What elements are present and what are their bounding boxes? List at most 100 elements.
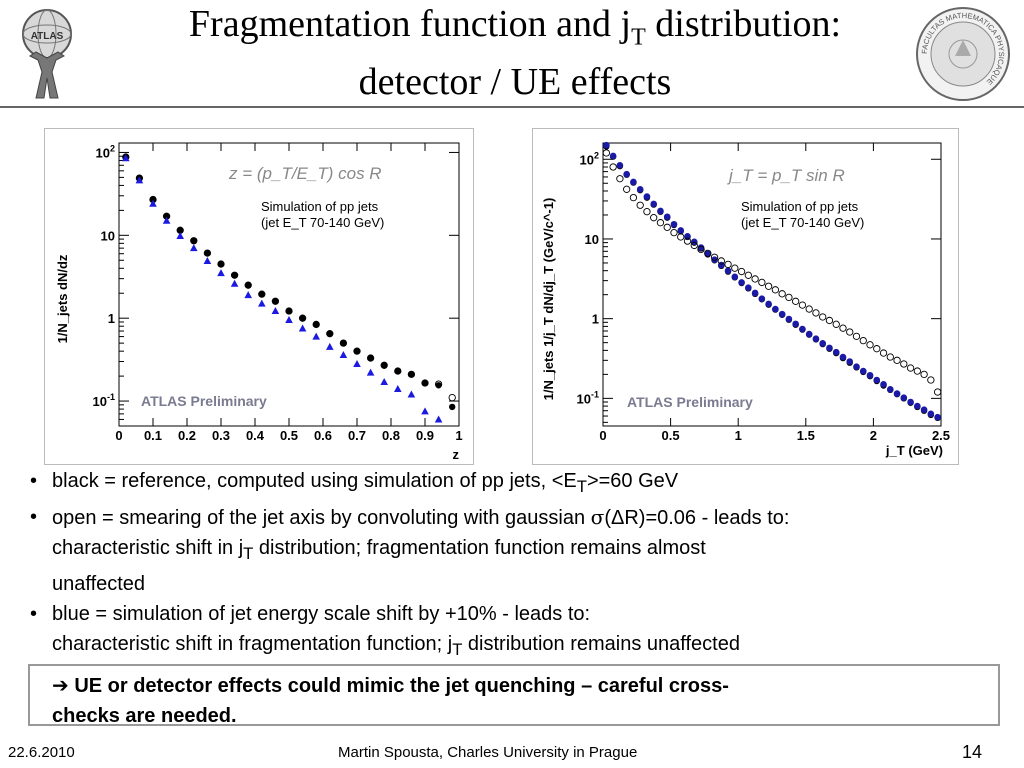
data-point-black: [231, 272, 238, 279]
data-point-blue: [887, 385, 894, 393]
data-point-blue: [630, 178, 637, 186]
data-point-open: [866, 341, 874, 349]
x-tick-label: 0.2: [178, 428, 196, 443]
data-point-blue: [609, 152, 617, 160]
data-point-open: [380, 361, 388, 369]
formula-label: z = (p_T/E_T) cos R: [228, 164, 382, 183]
x-tick-label: 0: [115, 428, 122, 443]
data-point-black: [190, 237, 197, 244]
data-point-open: [846, 328, 854, 336]
data-point-blue: [785, 315, 793, 323]
data-point-black: [245, 282, 252, 289]
data-point-blue-triangle: [366, 368, 375, 376]
data-point-open: [710, 253, 719, 261]
data-point-blue-triangle: [394, 384, 402, 392]
data-point-black: [313, 321, 320, 328]
x-tick-label: 1.5: [797, 428, 815, 443]
y-axis-label: 1/N_jets 1/j_T dN/dj_T (GeV/c^-1): [541, 198, 556, 401]
annotation-line-2: (jet E_T 70-140 GeV): [261, 215, 384, 230]
data-point-blue: [765, 300, 772, 308]
data-point-open: [690, 241, 698, 250]
data-point-open: [190, 237, 198, 245]
data-point-open: [366, 354, 375, 362]
data-point-blue-triangle: [271, 307, 280, 315]
plot-frame: [602, 142, 942, 427]
data-point-open: [312, 320, 320, 329]
data-point-open: [670, 229, 678, 237]
data-point-open: [203, 249, 212, 257]
data-point-blue-triangle: [162, 216, 171, 224]
data-point-open: [602, 149, 611, 157]
data-point-blue: [792, 320, 799, 328]
data-point-open: [697, 245, 705, 254]
annotation-line-1: Simulation of pp jets: [261, 199, 379, 214]
data-point-open: [744, 271, 752, 279]
x-tick-label: 0.7: [348, 428, 366, 443]
jt-distribution-chart-panel: 0 0.5 1 1.5 2 2.5 10-1 1 10 102 j_T = p_T sin R Sim…: [532, 128, 959, 465]
data-point-blue: [900, 394, 908, 401]
atlas-preliminary-label: ATLAS Preliminary: [627, 394, 753, 410]
x-tick-label: 0.4: [246, 428, 265, 443]
data-point-blue: [724, 267, 732, 274]
data-point-black: [326, 330, 333, 337]
data-point-blue: [907, 398, 914, 406]
data-point-open: [893, 356, 901, 364]
data-point-open: [778, 290, 786, 298]
data-point-open: [434, 380, 443, 388]
data-point-open: [326, 330, 334, 338]
data-point-open: [737, 267, 746, 276]
data-point-open: [663, 223, 671, 231]
data-point-open: [731, 264, 739, 272]
data-point-blue: [819, 340, 826, 347]
data-point-open: [609, 163, 617, 171]
x-tick-label: 2: [870, 428, 877, 443]
data-point-open: [704, 249, 712, 257]
y-axis-label: 1/N_jets dN/dz: [55, 254, 70, 343]
data-point-open: [920, 370, 928, 379]
data-point-open: [724, 260, 732, 269]
data-point-open: [906, 364, 915, 372]
atlas-logo: ATLAS: [22, 9, 72, 99]
x-tick-label: 0.5: [662, 428, 680, 443]
data-point-black: [367, 354, 374, 362]
data-point-blue: [657, 207, 664, 215]
data-point-blue-triangle: [380, 377, 388, 385]
annotation-line-2: (jet E_T 70-140 GeV): [741, 215, 864, 230]
data-point-black: [408, 371, 415, 378]
data-point-black: [299, 314, 306, 322]
data-point-open: [629, 193, 638, 202]
data-point-blue-triangle: [230, 279, 239, 287]
x-tick-label: 1: [455, 428, 462, 443]
x-tick-label: 0.8: [382, 428, 400, 443]
fragmentation-chart-panel: 0 0.1 0.2 0.3 0.4 0.5 0.6 0.7 0.8 0.9 1 10-1 1 10 102 z…: [44, 128, 474, 465]
data-point-black: [353, 347, 361, 355]
data-point-blue: [636, 185, 644, 193]
data-point-open: [717, 257, 725, 265]
data-point-open: [792, 297, 800, 305]
footer-author: Martin Spousta, Charles University in Pr…: [338, 744, 638, 761]
data-point-blue: [711, 256, 718, 263]
data-point-blue: [738, 279, 745, 286]
data-point-open: [421, 379, 429, 387]
arrow-icon: ➔: [52, 673, 69, 697]
data-point-blue: [846, 358, 854, 365]
fragmentation-function-chart: 0 0.1 0.2 0.3 0.4 0.5 0.6 0.7 0.8 0.9 1 10-1 1 10 102 z…: [55, 142, 463, 462]
data-point-blue: [927, 410, 935, 418]
y-tick-label: 10: [101, 228, 115, 243]
data-point-black: [272, 298, 279, 305]
data-point-open: [859, 336, 867, 345]
data-point-blue: [920, 406, 928, 414]
atlas-preliminary-label: ATLAS Preliminary: [141, 393, 267, 409]
y-tick-label: 1: [108, 311, 115, 326]
jt-distribution-chart: 0 0.5 1 1.5 2 2.5 10-1 1 10 102 j_T = p_T sin R Sim…: [541, 141, 950, 458]
data-point-blue-triangle: [326, 342, 334, 350]
data-point-blue-triangle: [421, 407, 429, 415]
data-point-blue: [603, 141, 610, 149]
bullet-list: black = reference, computed using simula…: [30, 466, 1010, 665]
data-point-open: [852, 332, 861, 340]
data-point-blue: [812, 335, 820, 343]
atlas-logo-text: ATLAS: [31, 31, 64, 42]
data-point-blue: [643, 193, 651, 200]
data-point-blue: [880, 381, 887, 388]
data-point-blue: [751, 289, 759, 297]
